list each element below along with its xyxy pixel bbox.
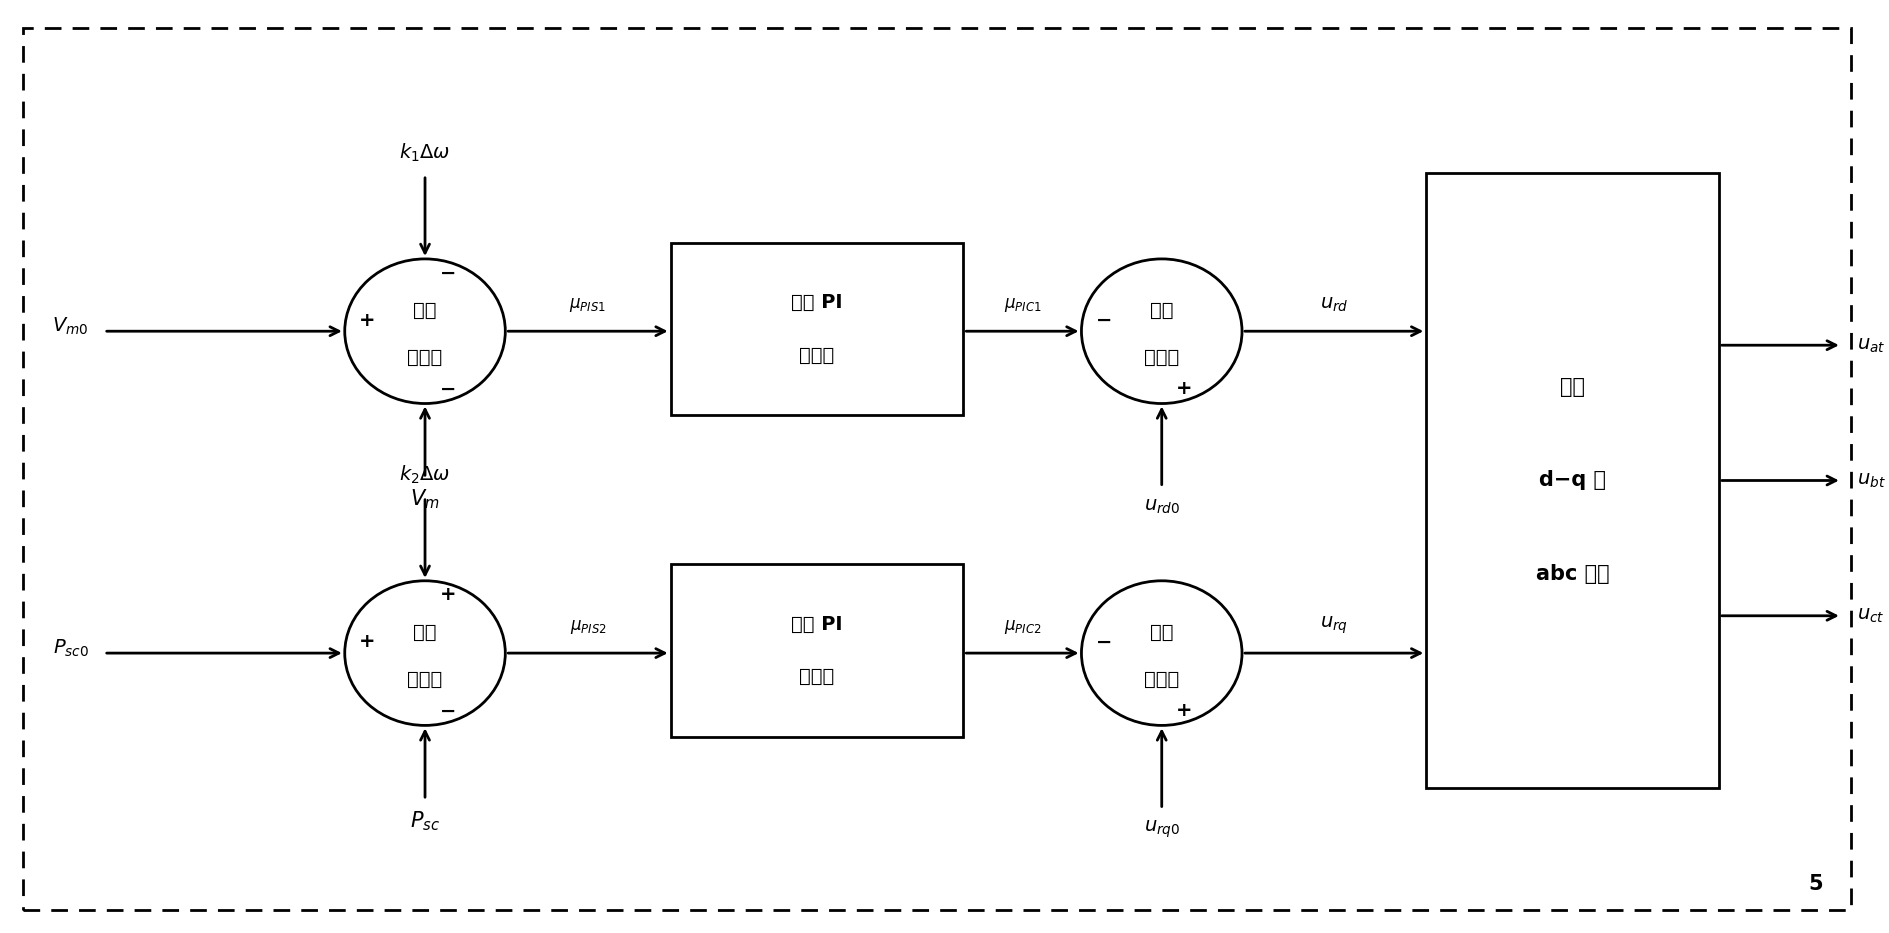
- FancyBboxPatch shape: [23, 28, 1851, 910]
- Text: +: +: [359, 311, 376, 329]
- Text: $k_1\Delta\omega$: $k_1\Delta\omega$: [399, 142, 451, 164]
- Text: 加法器: 加法器: [408, 670, 442, 689]
- Text: +: +: [440, 585, 455, 605]
- Text: $\mu_{PIS1}$: $\mu_{PIS1}$: [569, 297, 606, 314]
- Text: d−q 到: d−q 到: [1540, 470, 1606, 491]
- Text: $u_{rq0}$: $u_{rq0}$: [1143, 819, 1181, 841]
- Ellipse shape: [1081, 580, 1243, 726]
- Text: 第一: 第一: [1150, 301, 1173, 320]
- Text: 5: 5: [1808, 874, 1823, 894]
- Text: +: +: [359, 633, 376, 651]
- Text: $V_{m0}$: $V_{m0}$: [53, 316, 89, 337]
- Text: 控制器: 控制器: [799, 345, 835, 365]
- Text: 第一 PI: 第一 PI: [791, 293, 842, 313]
- Text: −: −: [1096, 311, 1113, 329]
- Text: $P_{sc}$: $P_{sc}$: [410, 810, 440, 833]
- Text: 第一: 第一: [414, 301, 436, 320]
- Text: $\mu_{PIC2}$: $\mu_{PIC2}$: [1003, 619, 1041, 636]
- Text: $V_m$: $V_m$: [410, 487, 440, 511]
- Text: $k_2\Delta\omega$: $k_2\Delta\omega$: [399, 464, 451, 485]
- Text: $\mu_{PIC1}$: $\mu_{PIC1}$: [1003, 297, 1041, 314]
- Text: 控制器: 控制器: [799, 667, 835, 687]
- Text: $u_{bt}$: $u_{bt}$: [1857, 471, 1885, 490]
- Text: $P_{sc0}$: $P_{sc0}$: [53, 638, 89, 659]
- Text: −: −: [440, 263, 455, 283]
- Ellipse shape: [346, 259, 506, 403]
- Text: −: −: [1096, 633, 1113, 651]
- FancyBboxPatch shape: [671, 564, 963, 737]
- Text: 比较器: 比较器: [1145, 670, 1179, 689]
- FancyBboxPatch shape: [1426, 173, 1719, 788]
- Text: abc 转换: abc 转换: [1536, 564, 1609, 584]
- Text: 加法器: 加法器: [408, 348, 442, 367]
- Text: +: +: [1177, 379, 1192, 398]
- Text: $u_{at}$: $u_{at}$: [1857, 336, 1885, 355]
- Ellipse shape: [346, 580, 506, 726]
- Text: $u_{rd0}$: $u_{rd0}$: [1143, 496, 1181, 516]
- FancyBboxPatch shape: [671, 243, 963, 415]
- Text: 进行: 进行: [1560, 377, 1585, 397]
- Text: 第二: 第二: [414, 623, 436, 642]
- Text: 第二: 第二: [1150, 623, 1173, 642]
- Text: −: −: [440, 702, 455, 721]
- Text: 第二 PI: 第二 PI: [791, 615, 842, 634]
- Text: +: +: [1177, 701, 1192, 720]
- Text: 比较器: 比较器: [1145, 348, 1179, 367]
- Ellipse shape: [1081, 259, 1243, 403]
- Text: $u_{ct}$: $u_{ct}$: [1857, 606, 1885, 625]
- Text: $\mu_{PIS2}$: $\mu_{PIS2}$: [569, 619, 606, 636]
- Text: $u_{rq}$: $u_{rq}$: [1320, 615, 1349, 636]
- Text: −: −: [440, 380, 455, 399]
- Text: $u_{rd}$: $u_{rd}$: [1320, 296, 1349, 314]
